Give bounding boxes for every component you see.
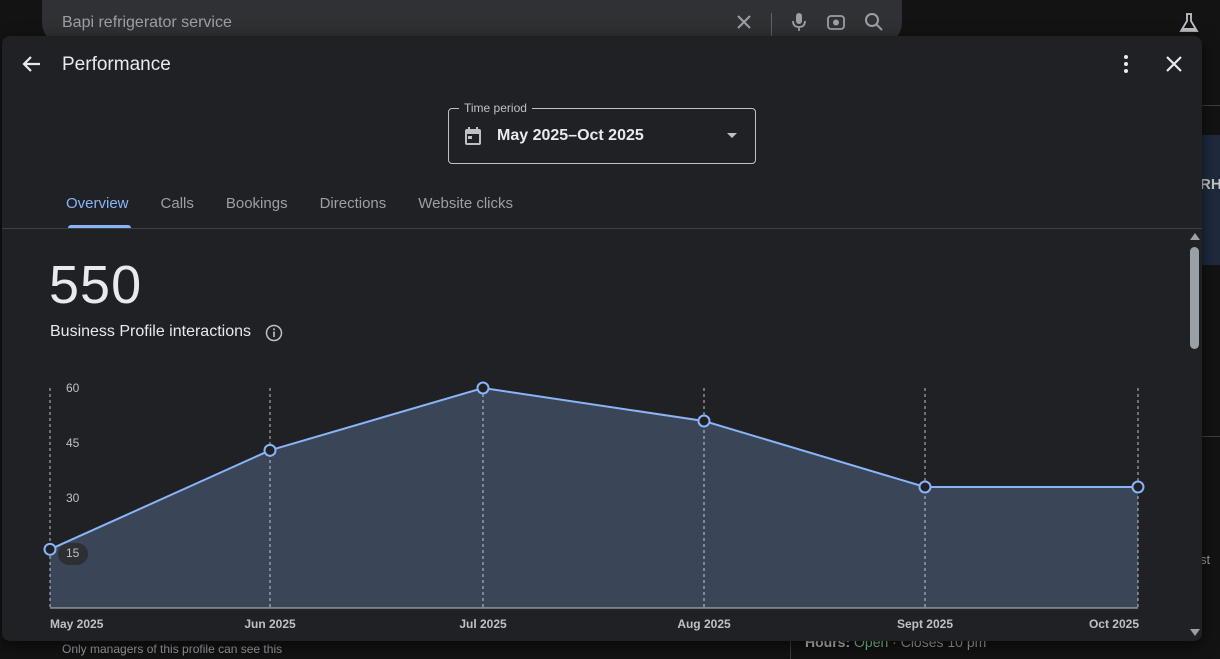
tab-directions[interactable]: Directions (319, 195, 387, 212)
dialog-title: Performance (62, 54, 171, 75)
chart-data-point (697, 414, 711, 428)
arrow-left-icon (22, 56, 40, 72)
more-vert-icon (1124, 55, 1128, 73)
background-map-text: RH (1200, 176, 1220, 193)
divider (771, 12, 772, 37)
search-icon[interactable] (864, 12, 884, 37)
chart-x-tick-label: Sept 2025 (897, 617, 953, 631)
background-map[interactable] (1202, 135, 1220, 265)
close-icon (1166, 56, 1182, 72)
back-button[interactable] (20, 52, 44, 76)
background-search-text: Bapi refrigerator service (62, 14, 232, 31)
chart-x-tick-label: Jun 2025 (244, 617, 296, 631)
time-period-label: Time period (459, 101, 532, 115)
tab-bookings[interactable]: Bookings (225, 195, 288, 212)
chart-y-tick-label: 45 (66, 436, 80, 450)
calendar-icon (463, 126, 483, 151)
more-options-button[interactable] (1114, 52, 1138, 76)
chart-series-line (49, 386, 1138, 551)
tab-bar: Overview Calls Bookings Directions Websi… (50, 186, 529, 228)
tab-overview[interactable]: Overview (50, 186, 145, 228)
interactions-label: Business Profile interactions (50, 323, 251, 340)
scrollbar[interactable] (1188, 229, 1202, 641)
interactions-total: 550 (49, 255, 143, 315)
chart-data-point (263, 443, 277, 457)
flask-icon[interactable] (1178, 12, 1200, 39)
chart-data-point (43, 542, 57, 556)
background-panel (790, 640, 1220, 659)
background-divider (1202, 436, 1220, 437)
scroll-up-icon[interactable] (1190, 233, 1200, 240)
background-partial-text: st (1200, 552, 1211, 567)
chart-data-point (918, 480, 932, 494)
chart-data-point (476, 381, 490, 395)
chart-x-tick-label: Jul 2025 (459, 617, 507, 631)
clear-icon[interactable] (735, 13, 753, 36)
chart-y-tick-label: 15 (66, 546, 80, 560)
tabs-divider (2, 228, 1202, 229)
chevron-down-icon (727, 133, 737, 138)
interactions-chart: 15 30 45 60 May 2025 Jun 2025 Jul 2025 Aug 2025… (43, 381, 1145, 631)
time-period-select[interactable]: Time period May 2025–Oct 2025 (448, 101, 756, 164)
close-button[interactable] (1162, 52, 1186, 76)
chart-y-tick-label: 60 (66, 381, 80, 395)
time-period-value: May 2025–Oct 2025 (497, 127, 644, 144)
info-icon[interactable] (265, 324, 283, 342)
managers-note: Only managers of this profile can see th… (62, 642, 283, 656)
chart-y-tick-label: 30 (66, 491, 80, 505)
chart-x-tick-label: Aug 2025 (677, 617, 731, 631)
microphone-icon[interactable] (790, 12, 808, 37)
tab-calls[interactable]: Calls (160, 195, 194, 212)
chart-x-tick-label: Oct 2025 (1089, 617, 1139, 631)
tab-website-clicks[interactable]: Website clicks (418, 195, 514, 212)
scroll-thumb[interactable] (1190, 247, 1199, 349)
chart-tick-label-bg (58, 543, 88, 565)
chart-data-point (1131, 480, 1145, 494)
camera-lens-icon[interactable] (826, 12, 846, 37)
chart-x-tick-label: May 2025 (50, 617, 104, 631)
performance-dialog: Performance Time period May 2025–Oct 202… (2, 36, 1202, 641)
chart-area-fill (50, 388, 1138, 608)
background-divider (1202, 105, 1220, 106)
scroll-down-icon[interactable] (1190, 629, 1200, 636)
